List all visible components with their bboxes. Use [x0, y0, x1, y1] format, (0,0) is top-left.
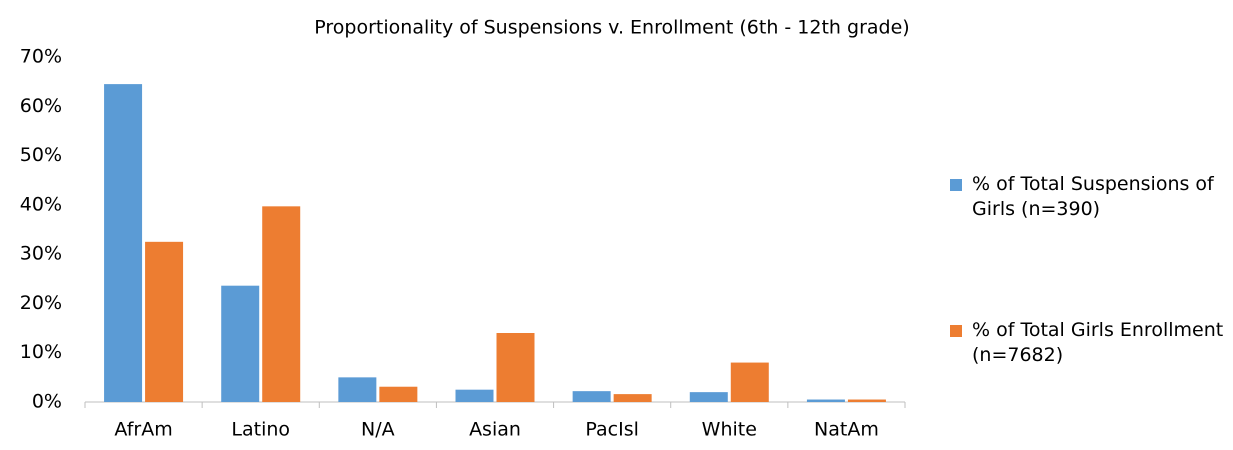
bar: [379, 386, 418, 402]
bar: [689, 392, 728, 402]
legend-label: % of Total Girls Enrollment (n=7682): [972, 319, 1224, 366]
bar: [145, 241, 184, 402]
y-tick-label: 20%: [20, 292, 62, 314]
x-tick-label: Asian: [469, 419, 521, 441]
x-tick-label: NatAm: [814, 419, 879, 441]
x-tick-label: PacIsl: [585, 419, 638, 441]
y-tick-label: 40%: [20, 193, 62, 215]
y-tick-label: 0%: [32, 391, 62, 413]
bar: [262, 206, 301, 402]
bar: [613, 394, 652, 402]
x-tick-label: N/A: [361, 419, 395, 441]
bar: [730, 362, 769, 402]
legend-label: % of Total Suspensions of Girls (n=390): [972, 173, 1214, 220]
bar: [221, 285, 260, 402]
y-tick-label: 30%: [20, 243, 62, 265]
y-tick-label: 10%: [20, 341, 62, 363]
x-tick-label: Latino: [231, 419, 290, 441]
legend-swatch: [950, 325, 962, 337]
bar: [338, 377, 377, 402]
y-tick-label: 60%: [20, 95, 62, 117]
x-tick-label: White: [702, 419, 757, 441]
y-tick-label: 50%: [20, 144, 62, 166]
chart-title: Proportionality of Suspensions v. Enroll…: [314, 17, 909, 39]
x-tick-label: AfrAm: [114, 419, 172, 441]
bar: [806, 399, 845, 402]
bar: [847, 399, 886, 402]
bar: [572, 391, 611, 402]
bar: [496, 333, 535, 402]
legend-swatch: [950, 179, 962, 191]
bar: [104, 84, 143, 402]
bar: [455, 389, 494, 402]
y-tick-label: 70%: [20, 46, 62, 68]
